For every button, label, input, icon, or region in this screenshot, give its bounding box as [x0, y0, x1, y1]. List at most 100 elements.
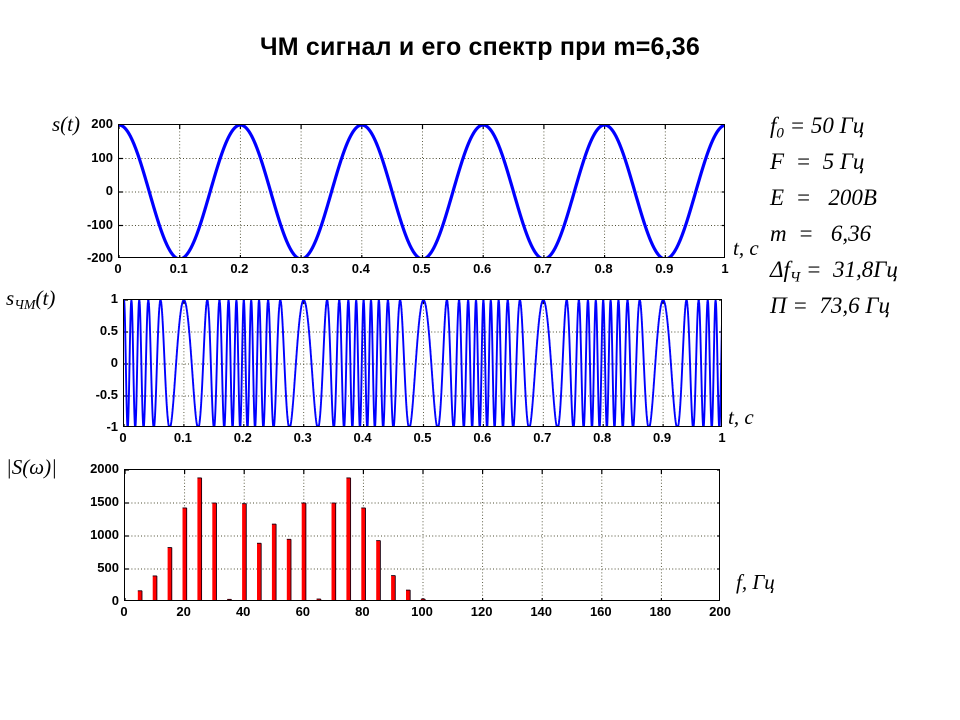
plot2-x-caption-text: t, c — [728, 405, 754, 429]
formula-equals: = — [795, 185, 812, 210]
plot3-y-caption-text: |S(ω)| — [6, 455, 57, 479]
spectrum-bar — [137, 590, 143, 600]
plot2-y-axis-caption: sЧМ(t) — [6, 286, 55, 314]
plot2-y-caption-sub: ЧМ — [14, 297, 36, 313]
plot2-xtick-2: 0.2 — [233, 430, 252, 445]
plot-spectrum — [124, 469, 720, 601]
spectrum-bar — [346, 477, 352, 600]
spectrum-bar — [406, 589, 411, 600]
spectrum-bar — [227, 598, 232, 600]
formula-rhs: 6,36 — [830, 221, 872, 246]
formula-equals: = — [789, 113, 806, 138]
plot1-ytick-4: -200 — [86, 250, 113, 265]
spectrum-bar — [242, 503, 247, 600]
plot1-xtick-5: 0.5 — [412, 261, 431, 276]
formula-lhs: Δf — [770, 257, 790, 282]
plot2-ytick-3: -0.5 — [95, 387, 118, 402]
plot3-ytick-3: 1500 — [90, 494, 119, 509]
plot1-svg — [119, 125, 724, 257]
formula-equals: = — [798, 221, 814, 246]
plot2-ytick-0: 1 — [110, 291, 118, 306]
spectrum-bar — [271, 523, 277, 600]
plot2-xtick-3: 0.3 — [293, 430, 312, 445]
plot2-x-axis-caption: t, c — [728, 405, 754, 430]
plot2-xtick-0: 0 — [119, 430, 127, 445]
formula-subscript: 0 — [776, 125, 784, 142]
plot2-canvas — [124, 300, 721, 426]
spectrum-bar — [152, 575, 158, 600]
plot1-ytick-3: -100 — [86, 216, 113, 232]
formula-equals: = — [795, 149, 812, 174]
plot3-xtick-3: 60 — [295, 604, 311, 619]
formula-lhs: П — [770, 293, 787, 318]
formula-rhs: 31,8Гц — [833, 257, 898, 282]
formula-rhs: 50 Гц — [810, 113, 865, 138]
formula-row-m: m = 6,36 — [770, 216, 955, 252]
plot3-svg — [125, 470, 719, 600]
plot3-xtick-7: 140 — [530, 604, 553, 619]
plot2-ytick-4: -1 — [106, 419, 118, 434]
formula-row-f0: f0 = 50 Гц — [770, 108, 955, 144]
spectrum-bar — [420, 598, 426, 600]
plot3-ytick-4: 2000 — [90, 461, 119, 476]
plot3-xtick-10: 200 — [709, 604, 731, 619]
plot1-ytick-2: 0 — [105, 183, 113, 198]
plot2-xtick-9: 0.9 — [653, 430, 672, 445]
plot2-xtick-5: 0.5 — [413, 430, 432, 445]
plot2-svg — [124, 300, 721, 426]
formula-rhs: 200В — [828, 185, 877, 210]
plot2-xtick-7: 0.7 — [533, 430, 552, 445]
plot2-y-caption-base: s — [6, 286, 15, 310]
spectrum-bar — [182, 507, 188, 600]
plot1-xtick-1: 0.1 — [169, 261, 188, 276]
plot2-xtick-10: 1 — [718, 430, 726, 445]
spectrum-bar — [301, 502, 307, 600]
plot2-y-caption-arg: (t) — [35, 286, 56, 310]
plot3-x-axis-caption: f, Гц — [736, 570, 775, 595]
spectrum-bar — [167, 547, 173, 600]
formula-rhs: 73,6 Гц — [819, 293, 890, 318]
plot1-xtick-6: 0.6 — [473, 261, 492, 276]
formula-rhs: 5 Гц — [822, 149, 865, 174]
formula-row-F: F = 5 Гц — [770, 144, 955, 180]
formula-row-bandwidth: П = 73,6 Гц — [770, 288, 955, 324]
plot3-xtick-0: 0 — [120, 604, 128, 619]
plot2-ytick-1: 0.5 — [99, 323, 118, 338]
plot1-x-axis-caption: t, c — [733, 236, 759, 261]
spectrum-bar — [212, 502, 217, 600]
plot1-ytick-0: 200 — [91, 116, 113, 131]
plot2-xtick-6: 0.6 — [473, 430, 492, 445]
plot-modulating-signal — [118, 124, 725, 258]
plot1-xtick-10: 1 — [721, 261, 729, 276]
spectrum-bar — [316, 598, 322, 600]
plot3-ytick-0: 0 — [111, 593, 119, 608]
plot3-xtick-1: 20 — [176, 604, 191, 619]
plot2-xtick-4: 0.4 — [353, 430, 372, 445]
plot3-xtick-6: 120 — [470, 604, 493, 619]
formula-subscript: Ч — [789, 269, 801, 286]
plot2-ytick-2: 0 — [110, 355, 118, 370]
formula-row-E: E = 200В — [770, 180, 955, 216]
plot2-xtick-8: 0.8 — [593, 430, 612, 445]
formula-lhs: E — [770, 185, 785, 210]
plot3-ytick-2: 1000 — [90, 527, 119, 542]
plot3-xtick-5: 100 — [411, 604, 433, 619]
parameter-formula-list: f0 = 50 Гц F = 5 Гц E = 200В m = 6,36 Δf… — [770, 108, 955, 324]
plot1-canvas — [119, 125, 724, 257]
spectrum-bar — [361, 507, 366, 600]
plot1-xtick-4: 0.4 — [351, 261, 370, 276]
page-title: ЧМ сигнал и его спектр при m=6,36 — [259, 33, 701, 61]
plot3-xtick-2: 40 — [235, 604, 251, 619]
plot1-y-axis-caption: s(t) — [52, 112, 80, 137]
plot3-y-axis-caption: |S(ω)| — [6, 455, 57, 480]
spectrum-bar — [257, 542, 262, 600]
formula-lhs: f — [770, 113, 777, 138]
plot1-y-caption-text: s(t) — [52, 112, 80, 136]
plot3-ytick-1: 500 — [97, 560, 119, 575]
plot2-xtick-1: 0.1 — [173, 430, 192, 445]
spectrum-bar — [376, 540, 381, 600]
plot1-xtick-0: 0 — [114, 261, 122, 276]
formula-equals: = — [805, 257, 822, 282]
plot3-x-caption-text: f, Гц — [736, 570, 775, 594]
plot1-xtick-9: 0.9 — [655, 261, 674, 276]
